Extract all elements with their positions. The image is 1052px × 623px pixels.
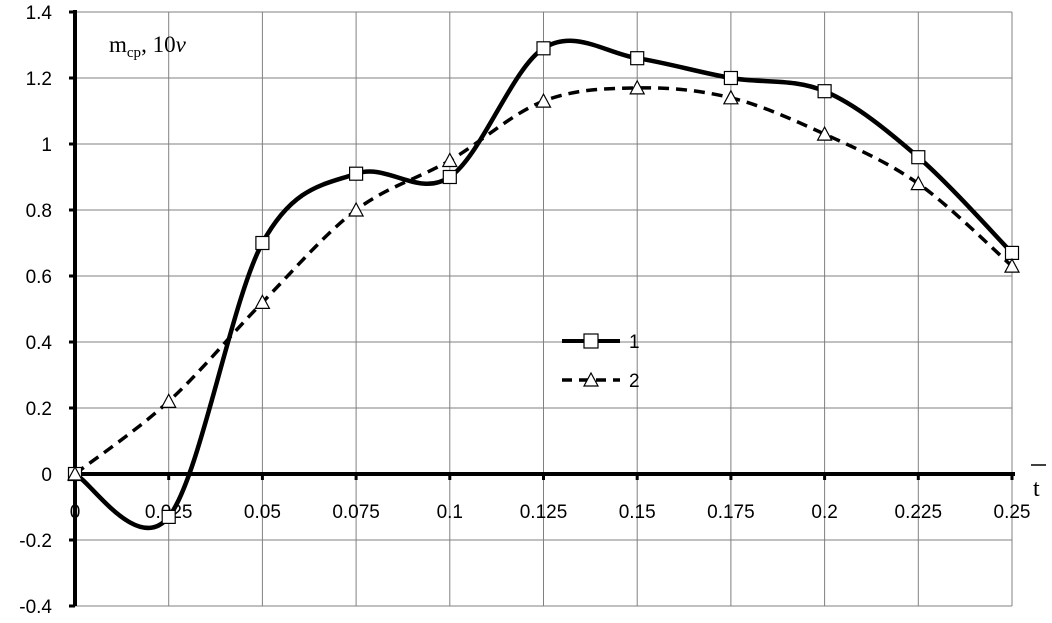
y-tick-label: 1.2 <box>26 69 52 90</box>
legend-item-2: 2 <box>562 371 640 392</box>
x-tick-label: 0.225 <box>895 502 943 523</box>
x-tick-label: 0.2 <box>811 502 837 523</box>
data-point-triangle <box>816 125 833 141</box>
legend-label-1: 1 <box>629 332 640 353</box>
legend-label-2: 2 <box>629 371 640 392</box>
x-axis-title: t <box>1031 464 1046 502</box>
x-tick-label: 0 <box>70 502 81 523</box>
data-point-square <box>630 51 645 66</box>
data-point-square <box>1004 245 1020 260</box>
data-point-square <box>536 41 551 56</box>
data-point-triangle <box>629 79 646 95</box>
data-point-triangle <box>441 152 458 168</box>
y-tick-label: 1 <box>41 135 52 156</box>
legend-marker-triangle <box>582 371 600 387</box>
x-axis-title-text: t <box>1033 476 1040 502</box>
data-point-triangle <box>722 89 739 105</box>
data-point-triangle <box>254 294 271 309</box>
series-markers <box>66 41 1021 524</box>
x-tick-label: 0.25 <box>994 502 1031 523</box>
data-point-triangle <box>66 465 84 481</box>
y-axis-title-italic: v <box>176 32 187 57</box>
x-tick-label: 0.1 <box>437 502 463 523</box>
y-axis-title-main: m <box>109 32 127 57</box>
data-point-triangle <box>535 92 552 108</box>
y-tick-label: 0.2 <box>26 399 52 420</box>
data-point-triangle <box>348 201 365 217</box>
y-axis-title-subscript: cp <box>127 45 141 61</box>
x-tick-label: 0.15 <box>619 502 656 523</box>
data-point-square <box>911 150 926 165</box>
data-point-square <box>817 84 832 99</box>
axes <box>69 10 1015 608</box>
data-point-square <box>442 169 457 185</box>
data-point-square <box>349 166 364 181</box>
series-line-1 <box>73 38 1014 530</box>
y-tick-label: 0.6 <box>26 267 52 288</box>
x-tick-label: 0.125 <box>520 502 568 523</box>
x-tick-labels: 00.0250.050.0750.10.1250.150.1750.20.225… <box>70 502 1031 523</box>
x-tick-label: 0.05 <box>244 502 281 523</box>
data-point-triangle <box>910 175 927 191</box>
y-tick-label: 0.4 <box>26 333 53 354</box>
x-tick-label: 0.075 <box>332 502 380 523</box>
y-tick-labels: -0.4 -0.2 0 0.2 0.4 0.6 0.8 1 1.2 1.4 <box>19 3 52 618</box>
y-tick-label: -0.4 <box>19 597 52 618</box>
y-tick-label: 0 <box>41 465 52 486</box>
data-point-square <box>161 509 176 524</box>
y-tick-label: 1.4 <box>26 3 53 24</box>
y-axis-title-rest: , 10 <box>141 32 176 57</box>
data-point-triangle <box>1003 257 1021 273</box>
legend-marker-square <box>583 333 599 349</box>
svg-text:mcp, 10v: mcp, 10v <box>109 32 187 61</box>
data-point-square <box>723 70 739 86</box>
data-point-triangle <box>160 393 177 408</box>
x-tick-label: 0.175 <box>707 502 755 523</box>
data-point-square <box>255 235 270 251</box>
y-tick-label: 0.8 <box>26 201 52 222</box>
y-tick-label: -0.2 <box>19 531 52 552</box>
legend-item-1: 1 <box>562 332 640 353</box>
y-axis-title: mcp, 10v <box>109 32 187 61</box>
legend: 1 2 <box>562 332 640 392</box>
